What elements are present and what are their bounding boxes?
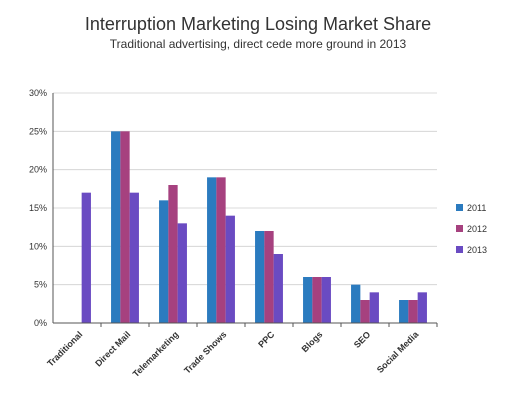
y-tick-label: 0% bbox=[34, 318, 47, 328]
x-category-label: Trade Shows bbox=[182, 329, 228, 375]
legend-swatch bbox=[456, 204, 463, 211]
bar-2012 bbox=[360, 300, 370, 323]
x-category-label: Social Media bbox=[375, 329, 421, 375]
grid-lines bbox=[53, 92, 437, 286]
bar-2012 bbox=[312, 277, 322, 323]
bar-2011 bbox=[399, 300, 409, 323]
bar-2011 bbox=[111, 131, 121, 323]
y-tick-label: 15% bbox=[29, 203, 47, 213]
bar-2012 bbox=[168, 185, 178, 323]
bar-2011 bbox=[351, 284, 361, 323]
legend-label: 2012 bbox=[467, 224, 487, 234]
x-category-label: Telemarketing bbox=[131, 329, 181, 379]
bar-2012 bbox=[264, 231, 274, 323]
y-tick-label: 30% bbox=[29, 88, 47, 98]
bar-2013 bbox=[369, 292, 379, 323]
chart-subtitle: Traditional advertising, direct cede mor… bbox=[110, 37, 407, 51]
x-category-label: PPC bbox=[256, 329, 277, 350]
legend-label: 2011 bbox=[467, 203, 486, 213]
bar-2013 bbox=[273, 254, 283, 323]
legend-swatch bbox=[456, 246, 463, 253]
bar-2013 bbox=[177, 223, 187, 323]
bar-2013 bbox=[225, 215, 235, 323]
legend-swatch bbox=[456, 225, 463, 232]
bars bbox=[81, 131, 427, 323]
x-category-label: Blogs bbox=[300, 329, 325, 354]
bar-2013 bbox=[81, 192, 91, 323]
y-axis: 0% 5% 10% 15% 20% 25% 30% bbox=[29, 88, 54, 328]
chart-title: Interruption Marketing Losing Market Sha… bbox=[85, 14, 431, 34]
y-tick-label: 5% bbox=[34, 280, 47, 290]
bar-2012 bbox=[120, 131, 130, 323]
bar-2013 bbox=[129, 192, 139, 323]
bar-2011 bbox=[303, 277, 313, 323]
y-tick-label: 25% bbox=[29, 126, 47, 136]
y-tick-label: 10% bbox=[29, 241, 47, 251]
x-category-label: Traditional bbox=[45, 329, 84, 368]
legend: 2011 2012 2013 bbox=[456, 203, 487, 255]
bar-2013 bbox=[417, 292, 427, 323]
y-tick-label: 20% bbox=[29, 165, 47, 175]
bar-2012 bbox=[408, 300, 418, 323]
x-category-label: SEO bbox=[352, 329, 373, 350]
x-category-label: Direct Mail bbox=[93, 329, 132, 368]
bar-2011 bbox=[207, 177, 217, 323]
bar-2013 bbox=[321, 277, 331, 323]
bar-2011 bbox=[255, 231, 265, 323]
bar-2012 bbox=[216, 177, 226, 323]
bar-2011 bbox=[159, 200, 169, 323]
legend-label: 2013 bbox=[467, 245, 487, 255]
